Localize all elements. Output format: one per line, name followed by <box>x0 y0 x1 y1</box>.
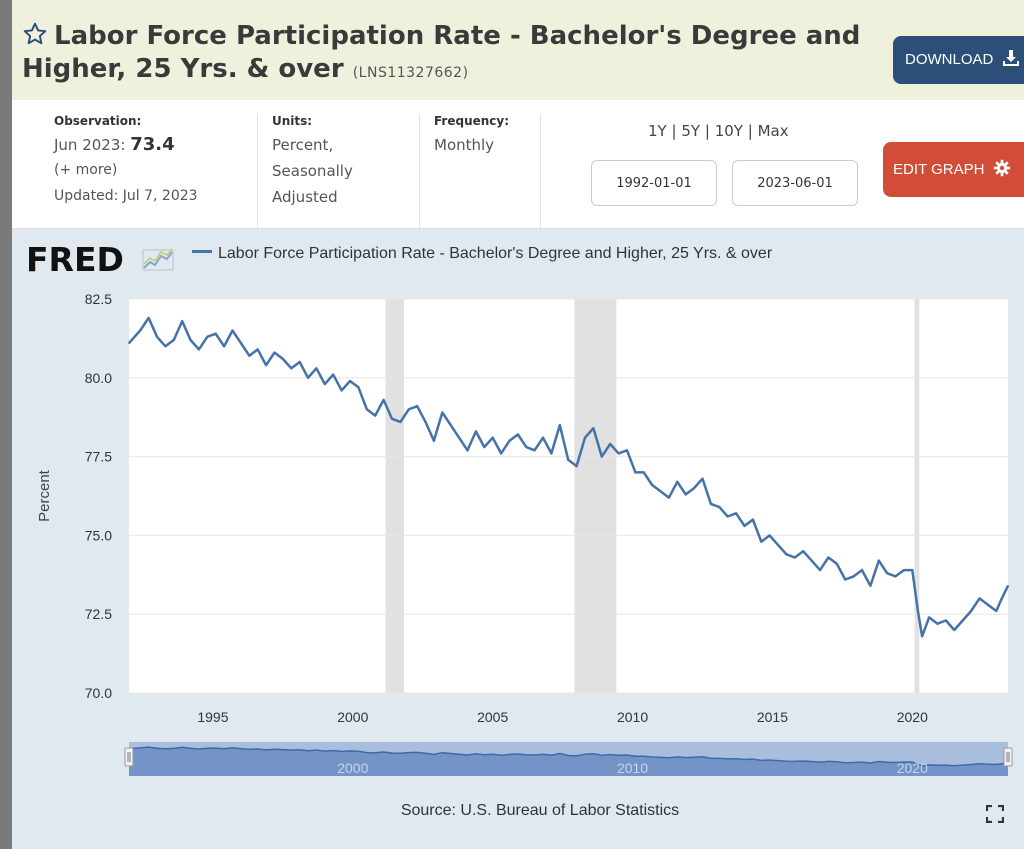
download-label: DOWNLOAD <box>905 51 994 68</box>
range-separator: | <box>671 122 677 140</box>
frequency-label: Frequency: <box>434 114 510 128</box>
observation-value: 73.4 <box>130 134 175 155</box>
chart-legend: Labor Force Participation Rate - Bachelo… <box>192 245 772 263</box>
fred-logo[interactable]: FRED <box>26 240 176 280</box>
divider <box>419 114 420 228</box>
frequency-block: Frequency: Monthly <box>434 114 509 158</box>
range-max[interactable]: Max <box>757 122 789 140</box>
title-text: Labor Force Participation Rate - Bachelo… <box>22 21 861 84</box>
observation-block: Observation: Jun 2023: 73.4 (+ more) Upd… <box>54 114 198 208</box>
legend-label: Labor Force Participation Rate - Bachelo… <box>218 245 773 262</box>
chart-panel <box>12 229 1024 849</box>
fred-logo-text: FRED <box>26 240 124 276</box>
series-metadata: Observation: Jun 2023: 73.4 (+ more) Upd… <box>12 100 1024 229</box>
observation-date: Jun 2023: <box>54 136 126 154</box>
units-line-2: Seasonally <box>272 162 353 180</box>
edit-graph-label: EDIT GRAPH <box>893 161 985 178</box>
more-link[interactable]: (+ more) <box>54 162 118 178</box>
window-edge <box>0 0 12 849</box>
start-date-input[interactable]: 1992-01-01 <box>591 160 717 206</box>
download-button[interactable]: DOWNLOAD <box>893 36 1024 84</box>
range-separator: | <box>747 122 753 140</box>
range-selector: 1Y | 5Y | 10Y | Max <box>648 122 789 140</box>
range-10y[interactable]: 10Y <box>714 122 743 140</box>
units-line-3: Adjusted <box>272 188 338 206</box>
source-text: Source: U.S. Bureau of Labor Statistics <box>400 802 680 819</box>
units-block: Units: Percent, Seasonally Adjusted <box>272 114 353 210</box>
series-header: Labor Force Participation Rate - Bachelo… <box>12 0 1024 100</box>
divider <box>540 114 541 228</box>
fred-logo-graph-icon <box>142 248 174 271</box>
series-id: (LNS11327662) <box>352 65 469 81</box>
page-title: Labor Force Participation Rate - Bachelo… <box>22 20 862 90</box>
edit-graph-button[interactable]: EDIT GRAPH <box>883 142 1024 197</box>
legend-swatch <box>192 250 212 253</box>
star-icon[interactable] <box>22 21 48 47</box>
end-date-input[interactable]: 2023-06-01 <box>732 160 858 206</box>
gear-icon <box>993 159 1010 177</box>
observation-line: Jun 2023: 73.4 <box>54 132 198 158</box>
download-icon <box>1002 50 1019 66</box>
units-line-1: Percent, <box>272 136 334 154</box>
divider <box>257 114 258 228</box>
range-separator: | <box>704 122 710 140</box>
frequency-value: Monthly <box>434 136 495 154</box>
fullscreen-icon[interactable] <box>986 805 1004 823</box>
range-5y[interactable]: 5Y <box>681 122 701 140</box>
units-label: Units: <box>272 114 313 128</box>
observation-label: Observation: <box>54 114 142 128</box>
updated-date: Updated: Jul 7, 2023 <box>54 188 198 204</box>
range-1y[interactable]: 1Y <box>648 122 667 140</box>
